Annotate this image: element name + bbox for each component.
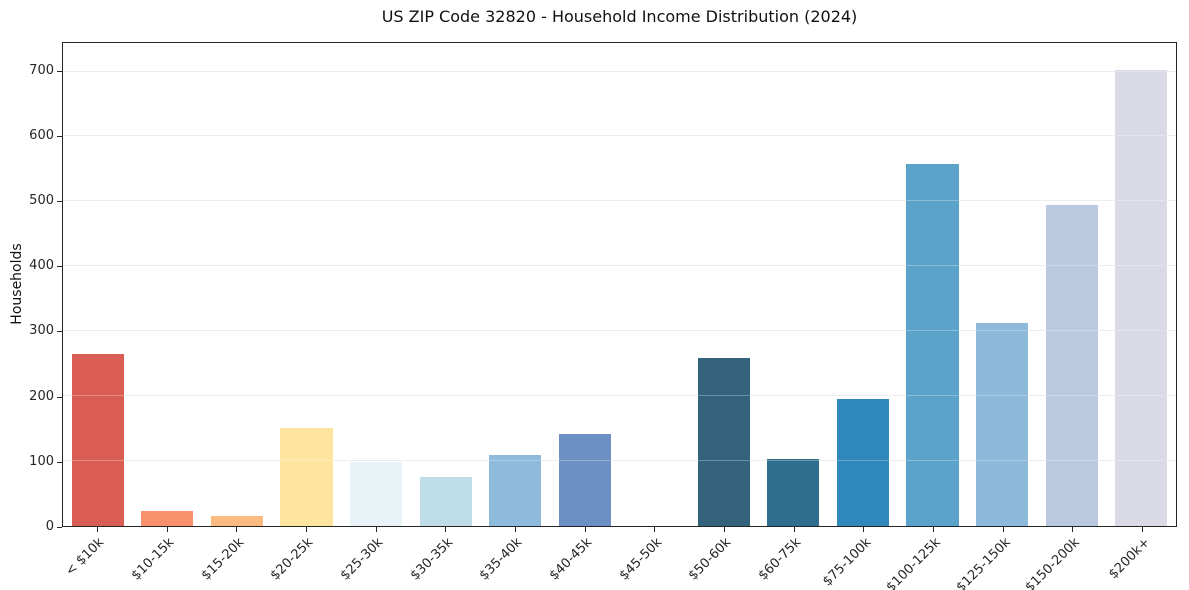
bar [280, 427, 333, 526]
x-tick-mark [1142, 527, 1144, 532]
x-tick-label: $25-30k [337, 535, 387, 584]
y-tick-mark [57, 135, 62, 137]
x-tick-label: $40-45k [546, 535, 596, 584]
bar [836, 399, 890, 526]
y-tick-mark [57, 331, 62, 333]
x-tick-label: $75-100k [819, 535, 875, 590]
y-tick-label: 100 [29, 453, 54, 469]
x-tick-label: $35-40k [477, 535, 526, 584]
x-tick-mark [793, 527, 795, 532]
bar [349, 461, 403, 526]
y-tick-label: 0 [45, 519, 54, 534]
x-tick-label: $200k+ [1105, 535, 1153, 583]
y-tick-label: 500 [29, 193, 54, 209]
bar [697, 357, 750, 526]
bar [558, 433, 611, 526]
y-axis-label: Households [9, 243, 25, 325]
y-tick-label: 700 [29, 62, 54, 78]
bar [767, 459, 820, 526]
bar [419, 477, 472, 526]
bar [71, 353, 124, 526]
x-tick-mark [1072, 527, 1074, 532]
y-tick-label: 600 [29, 127, 54, 143]
x-tick-label: < $10k [63, 535, 108, 580]
x-tick-mark [445, 527, 447, 532]
x-tick-mark [654, 527, 656, 532]
x-tick-label: $30-35k [407, 535, 456, 584]
x-tick-label: $10-15k [128, 535, 178, 584]
bar [976, 322, 1029, 526]
x-tick-mark [514, 527, 516, 532]
x-tick-label: $100-125k [883, 535, 944, 590]
bar [141, 511, 194, 526]
x-tick-mark [96, 527, 98, 532]
x-tick-mark [305, 527, 307, 532]
x-tick-mark [724, 527, 726, 532]
y-tick-mark [57, 396, 62, 398]
x-tick-label: $45-50k [616, 535, 665, 584]
plot-area [62, 42, 1177, 527]
x-tick-mark [584, 527, 586, 532]
x-tick-label: $15-20k [198, 535, 247, 584]
gridline [63, 395, 1176, 397]
y-tick-mark [57, 201, 62, 203]
x-tick-mark [375, 527, 377, 532]
x-tick-label: $150-200k [1022, 535, 1084, 590]
y-tick-label: 200 [29, 388, 54, 404]
bar [906, 163, 959, 526]
x-tick-mark [863, 527, 865, 532]
bar [489, 455, 542, 526]
chart-title: US ZIP Code 32820 - Household Income Dis… [381, 7, 858, 26]
x-tick-mark [1002, 527, 1004, 532]
gridline [63, 70, 1176, 72]
y-tick-mark [57, 461, 62, 463]
gridline [63, 265, 1176, 267]
x-tick-mark [933, 527, 935, 532]
x-tick-label: $125-150k [953, 535, 1014, 590]
gridline [63, 330, 1176, 332]
bar [1115, 70, 1168, 526]
x-tick-label: $60-75k [755, 535, 805, 584]
y-tick-label: 400 [29, 258, 54, 274]
x-tick-label: $50-60k [686, 535, 735, 584]
x-tick-mark [166, 527, 168, 532]
x-tick-mark [236, 527, 238, 532]
bar [210, 516, 263, 526]
x-tick-label: $20-25k [268, 535, 317, 584]
gridline [63, 200, 1176, 202]
y-tick-mark [57, 527, 62, 528]
y-tick-label: 300 [29, 323, 54, 339]
gridline [63, 460, 1176, 462]
bar [1045, 204, 1098, 526]
gridline [63, 135, 1176, 137]
y-tick-mark [57, 266, 62, 268]
y-tick-mark [57, 70, 62, 72]
